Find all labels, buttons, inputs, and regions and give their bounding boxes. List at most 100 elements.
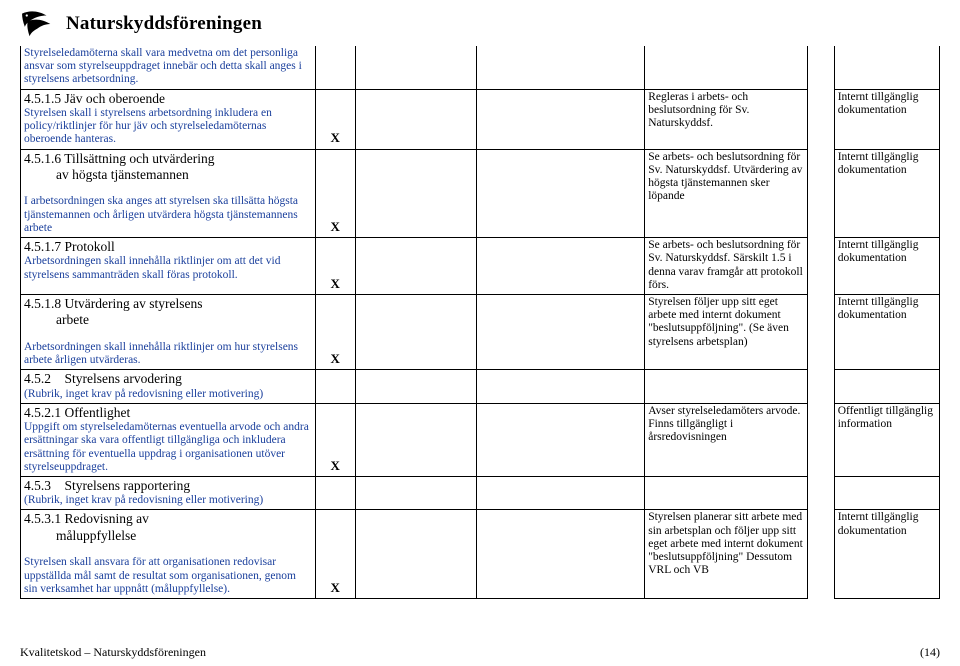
x-mark-cell bbox=[315, 46, 355, 89]
spacer-cell bbox=[808, 510, 834, 599]
availability-cell: Internt tillgänglig dokumentation bbox=[834, 295, 939, 370]
row-desc: (Rubrik, inget krav på redovisning eller… bbox=[24, 388, 263, 400]
x-mark-cell: X bbox=[315, 238, 355, 295]
availability-cell bbox=[834, 46, 939, 89]
table-row: 4.5.1.7 ProtokollArbetsordningen skall i… bbox=[21, 238, 940, 295]
falcon-logo-icon bbox=[20, 8, 58, 40]
availability-text: Internt tillgänglig dokumentation bbox=[838, 91, 919, 116]
spacer-cell bbox=[808, 149, 834, 238]
row-header: 4.5.2.1 Offentlighet bbox=[24, 405, 130, 420]
table-row: 4.5.2 Styrelsens arvodering (Rubrik, inge… bbox=[21, 370, 940, 403]
spacer-cell bbox=[808, 89, 834, 149]
x-mark-cell: X bbox=[315, 510, 355, 599]
col4-cell bbox=[476, 370, 644, 403]
comment-cell: Se arbets- och beslutsordning för Sv. Na… bbox=[645, 149, 808, 238]
col4-cell bbox=[476, 238, 644, 295]
availability-cell: Internt tillgänglig dokumentation bbox=[834, 510, 939, 599]
col4-cell bbox=[476, 476, 644, 509]
comment-text: Styrelsen följer upp sitt eget arbete me… bbox=[648, 296, 789, 348]
spacer-cell bbox=[808, 370, 834, 403]
page-footer: Kvalitetskod – Naturskyddsföreningen (14… bbox=[20, 645, 940, 660]
col3-cell bbox=[355, 510, 476, 599]
comment-text: Regleras i arbets- och beslutsordning fö… bbox=[648, 91, 749, 129]
col4-cell bbox=[476, 403, 644, 476]
col3-cell bbox=[355, 46, 476, 89]
availability-cell bbox=[834, 476, 939, 509]
requirement-cell: 4.5.3.1 Redovisning av måluppfyllelse Styr… bbox=[21, 510, 316, 599]
availability-text: Internt tillgänglig dokumentation bbox=[838, 151, 919, 176]
row-header: 4.5.1.8 Utvärdering av styrelsens bbox=[24, 296, 202, 311]
comment-text: Avser styrelseledamöters arvode. Finns t… bbox=[648, 405, 800, 443]
comment-cell bbox=[645, 46, 808, 89]
table-row: 4.5.1.5 Jäv och oberoendeStyrelsen skall… bbox=[21, 89, 940, 149]
x-mark-cell: X bbox=[315, 403, 355, 476]
row-header: 4.5.3 Styrelsens rapportering bbox=[24, 478, 190, 493]
page-number: (14) bbox=[920, 645, 940, 660]
table-row: 4.5.2.1 OffentlighetUppgift om styrelsel… bbox=[21, 403, 940, 476]
comment-cell: Styrelsen planerar sitt arbete med sin a… bbox=[645, 510, 808, 599]
x-mark: X bbox=[331, 351, 340, 366]
row-header: 4.5.1.6 Tillsättning och utvärdering bbox=[24, 151, 215, 166]
row-header: 4.5.1.7 Protokoll bbox=[24, 239, 115, 254]
page-header: Naturskyddsföreningen bbox=[20, 8, 940, 40]
comment-cell: Avser styrelseledamöters arvode. Finns t… bbox=[645, 403, 808, 476]
table-row: 4.5.1.8 Utvärdering av styrelsensarbete A… bbox=[21, 295, 940, 370]
x-mark-cell: X bbox=[315, 89, 355, 149]
col4-cell bbox=[476, 46, 644, 89]
spacer-cell bbox=[808, 238, 834, 295]
row-header-line2: måluppfyllelse bbox=[24, 528, 312, 544]
row-desc: Arbetsordningen skall innehålla riktlinj… bbox=[24, 341, 298, 366]
spacer-cell bbox=[808, 295, 834, 370]
requirement-cell: 4.5.3 Styrelsens rapportering(Rubrik, in… bbox=[21, 476, 316, 509]
requirement-cell: 4.5.1.6 Tillsättning och utvärderingav h… bbox=[21, 149, 316, 238]
comment-text: Se arbets- och beslutsordning för Sv. Na… bbox=[648, 151, 802, 203]
col3-cell bbox=[355, 238, 476, 295]
row-desc: Styrelsen skall i styrelsens arbetsordni… bbox=[24, 107, 272, 145]
availability-cell: Internt tillgänglig dokumentation bbox=[834, 89, 939, 149]
col3-cell bbox=[355, 149, 476, 238]
x-mark: X bbox=[331, 580, 340, 595]
spacer-cell bbox=[808, 46, 834, 89]
requirement-cell: 4.5.2.1 OffentlighetUppgift om styrelsel… bbox=[21, 403, 316, 476]
row-desc: Styrelsen skall ansvara för att organisa… bbox=[24, 556, 296, 594]
col4-cell bbox=[476, 510, 644, 599]
row-desc: (Rubrik, inget krav på redovisning eller… bbox=[24, 494, 263, 506]
col3-cell bbox=[355, 403, 476, 476]
org-name: Naturskyddsföreningen bbox=[66, 13, 262, 35]
availability-cell: Offentligt tillgänglig information bbox=[834, 403, 939, 476]
row-header-line2: arbete bbox=[24, 312, 312, 328]
row-desc: Arbetsordningen skall innehålla riktlinj… bbox=[24, 255, 280, 280]
col3-cell bbox=[355, 89, 476, 149]
table-row: 4.5.1.6 Tillsättning och utvärderingav h… bbox=[21, 149, 940, 238]
row-desc: Styrelseledamöterna skall vara medvetna … bbox=[24, 47, 302, 85]
row-header: 4.5.2 Styrelsens arvodering bbox=[24, 371, 182, 386]
footer-text: Kvalitetskod – Naturskyddsföreningen bbox=[20, 645, 206, 659]
table-row: Styrelseledamöterna skall vara medvetna … bbox=[21, 46, 940, 89]
comment-text: Styrelsen planerar sitt arbete med sin a… bbox=[648, 511, 803, 576]
compliance-table: Styrelseledamöterna skall vara medvetna … bbox=[20, 46, 940, 599]
col4-cell bbox=[476, 89, 644, 149]
comment-text: Se arbets- och beslutsordning för Sv. Na… bbox=[648, 239, 803, 291]
availability-text: Offentligt tillgänglig information bbox=[838, 405, 933, 430]
row-header-line2: av högsta tjänstemannen bbox=[24, 167, 312, 183]
col3-cell bbox=[355, 295, 476, 370]
row-desc: I arbetsordningen ska anges att styrelse… bbox=[24, 195, 298, 233]
x-mark-cell bbox=[315, 370, 355, 403]
spacer-cell bbox=[808, 403, 834, 476]
comment-cell bbox=[645, 370, 808, 403]
x-mark-cell bbox=[315, 476, 355, 509]
comment-cell bbox=[645, 476, 808, 509]
table-row: 4.5.3.1 Redovisning av måluppfyllelse Styr… bbox=[21, 510, 940, 599]
spacer-cell bbox=[808, 476, 834, 509]
availability-text: Internt tillgänglig dokumentation bbox=[838, 511, 919, 536]
requirement-cell: 4.5.1.8 Utvärdering av styrelsensarbete A… bbox=[21, 295, 316, 370]
row-header: 4.5.1.5 Jäv och oberoende bbox=[24, 91, 165, 106]
table-row: 4.5.3 Styrelsens rapportering(Rubrik, in… bbox=[21, 476, 940, 509]
row-header: 4.5.3.1 Redovisning av bbox=[24, 511, 149, 526]
availability-cell: Internt tillgänglig dokumentation bbox=[834, 149, 939, 238]
requirement-cell: 4.5.1.7 ProtokollArbetsordningen skall i… bbox=[21, 238, 316, 295]
requirement-cell: Styrelseledamöterna skall vara medvetna … bbox=[21, 46, 316, 89]
comment-cell: Regleras i arbets- och beslutsordning fö… bbox=[645, 89, 808, 149]
availability-text: Internt tillgänglig dokumentation bbox=[838, 296, 919, 321]
availability-cell bbox=[834, 370, 939, 403]
